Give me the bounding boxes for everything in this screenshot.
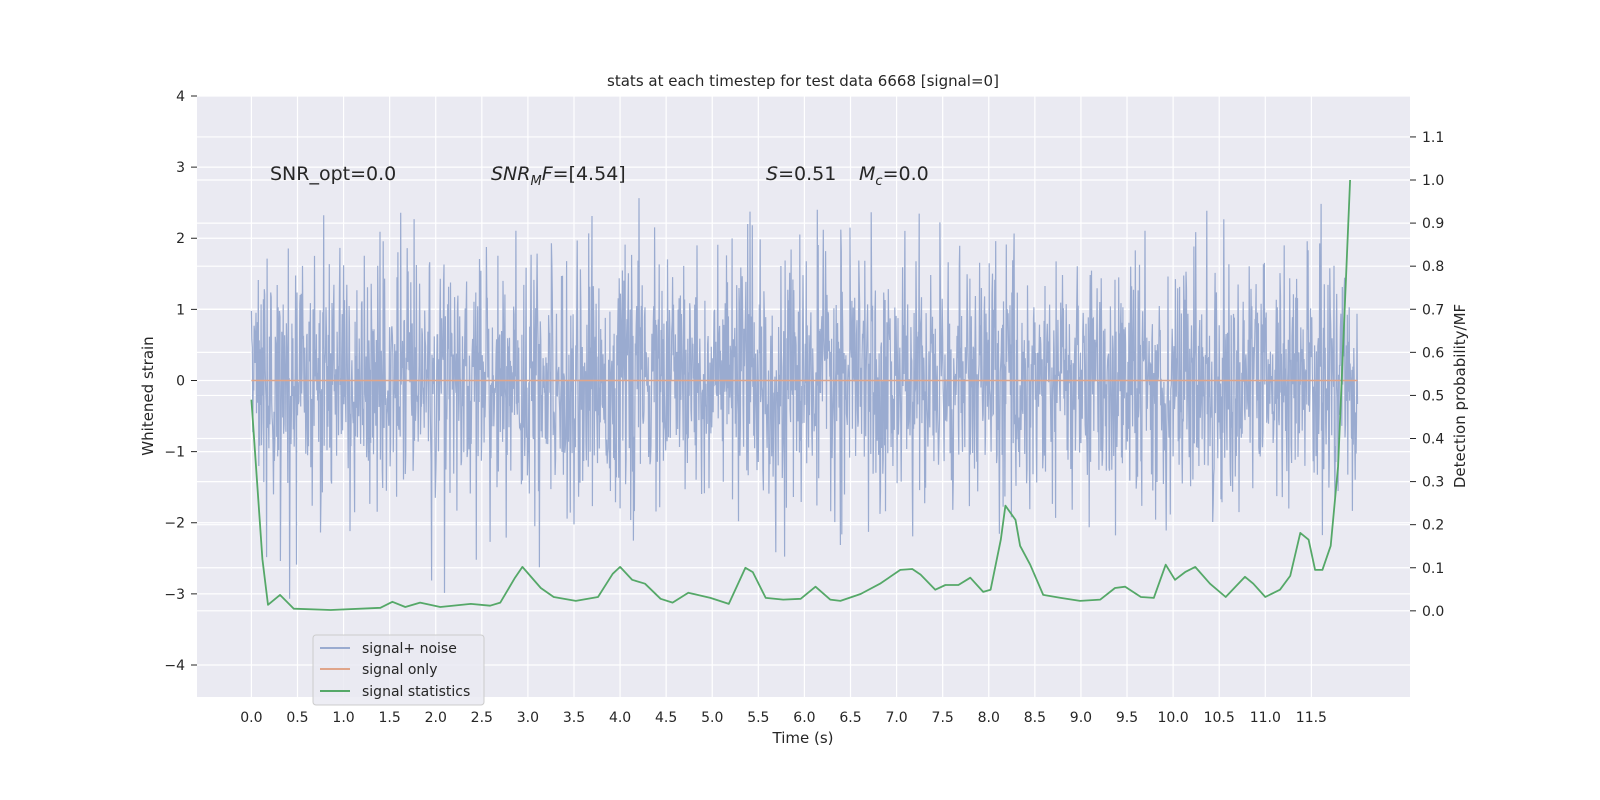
x-tick-label: 1.0 [332,710,354,726]
y-tick-label: −3 [164,587,185,603]
mc-symbol: M [859,163,875,185]
y-tick-label: 4 [176,89,185,105]
legend: signal+ noise signal only signal statist… [312,634,485,706]
x-tick-label: 8.5 [1024,710,1046,726]
snr-mf-value: =[4.54] [553,163,626,185]
x-tick-label: 5.0 [701,710,723,726]
x-tick-label: 3.0 [517,710,539,726]
y-tick-label: −2 [164,516,185,532]
annotation-snr-mf: SNRMF=[4.54] [491,163,626,189]
x-tick-label: 11.5 [1296,710,1327,726]
x-tick-label: 2.5 [471,710,493,726]
snr-mf-sub: M [530,174,541,189]
x-tick-label: 4.0 [609,710,631,726]
y-right-tick-label: 0.1 [1422,561,1444,577]
y-right-tick-label: 0.9 [1422,216,1444,232]
legend-box [312,634,485,706]
chart-title: stats at each timestep for test data 666… [607,72,999,90]
y-right-tick-label: 0.5 [1422,388,1444,404]
y-right-tick-label: 0.2 [1422,518,1444,534]
x-axis-label: Time (s) [772,729,834,747]
series-layer [250,179,1359,611]
x-tick-label: 2.0 [425,710,447,726]
annotation-mc: Mc=0.0 [859,163,929,189]
x-tick-label: 6.0 [793,710,815,726]
y-tick-label: 0 [176,373,185,389]
x-tick-label: 0.0 [240,710,262,726]
x-tick-label: 5.5 [747,710,769,726]
x-tick-label: 8.0 [978,710,1000,726]
s-value: =0.51 [778,163,836,185]
y-right-tick-label: 0.8 [1422,259,1444,275]
y-axis-label: Whitened strain [139,336,157,455]
y-right-tick-label: 0.3 [1422,475,1444,491]
x-tick-label: 0.5 [286,710,308,726]
y-right-tick-label: 0.7 [1422,302,1444,318]
y-right-tick-label: 0.0 [1422,604,1444,620]
annotation-snr-opt: SNR_opt=0.0 [270,163,396,185]
y-tick-label: −1 [164,445,185,461]
y-right-tick-label: 1.0 [1422,173,1444,189]
snr-mf-base: SNR [491,163,530,185]
mc-value: =0.0 [883,163,929,185]
y-tick-label: −4 [164,658,185,674]
y-tick-label: 3 [176,160,185,176]
x-tick-label: 1.5 [379,710,401,726]
y-right-tick-label: 0.4 [1422,432,1444,448]
x-tick-label: 10.5 [1204,710,1235,726]
x-tick-label: 7.0 [885,710,907,726]
annotation-s: S=0.51 [766,163,836,185]
legend-label-signal-only: signal only [362,662,437,678]
y-right-tick-label: 0.6 [1422,345,1444,361]
mc-sub: c [875,174,882,189]
legend-label-signal-noise: signal+ noise [362,641,457,657]
snr-mf-tail: F [542,163,554,185]
x-tick-label: 9.5 [1116,710,1138,726]
y-tick-label: 2 [176,231,185,247]
legend-label-signal-statistics: signal statistics [362,684,470,700]
y-tick-label: 1 [176,302,185,318]
x-tick-label: 10.0 [1158,710,1189,726]
x-tick-label: 7.5 [932,710,954,726]
x-tick-label: 9.0 [1070,710,1092,726]
x-tick-label: 6.5 [839,710,861,726]
s-symbol: S [766,163,778,185]
x-tick-label: 4.5 [655,710,677,726]
y-axis-right-label: Detection probability/MF [1451,304,1469,488]
x-tick-label: 3.5 [563,710,585,726]
tick-labels: 0.0 0.5 1.0 1.5 2.0 2.5 3.0 3.5 4.0 4.5 5.0 5.5 6.0 6… [164,89,1444,726]
y-right-tick-label: 1.1 [1422,130,1444,146]
series-signal-plus-noise [250,198,1359,599]
x-tick-label: 11.0 [1250,710,1281,726]
